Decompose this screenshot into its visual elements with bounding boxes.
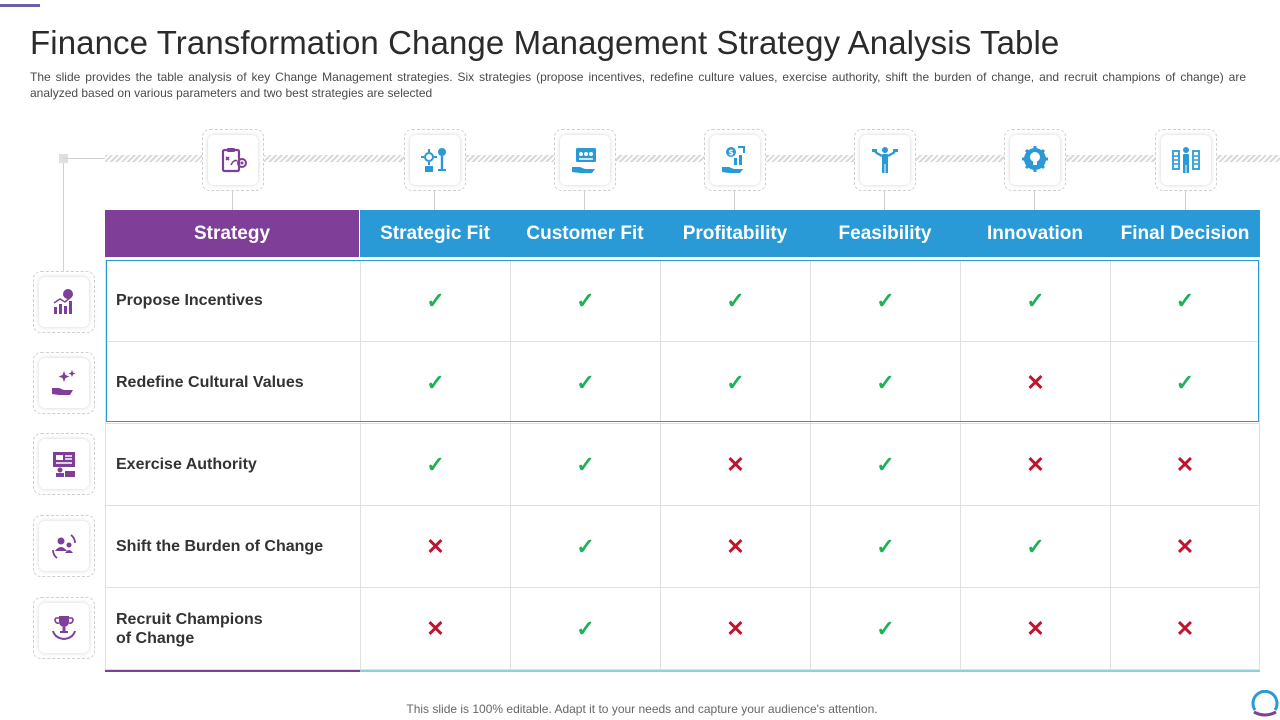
customer-fit-icon-box bbox=[554, 129, 616, 191]
icon-connector bbox=[232, 191, 233, 211]
cross-mark: ✕ bbox=[1110, 588, 1260, 669]
table-row: Recruit Champions of Change ✕ ✓ ✕ ✓ ✕ ✕ bbox=[105, 588, 1260, 670]
feasibility-icon bbox=[872, 147, 898, 173]
authority-presentation-icon-box bbox=[33, 433, 95, 495]
strategic-fit-icon bbox=[421, 148, 446, 172]
column-header: Innovation bbox=[960, 210, 1110, 257]
check-mark: ✓ bbox=[360, 342, 510, 423]
header-connector bbox=[105, 155, 1280, 162]
page-subtitle: The slide provides the table analysis of… bbox=[30, 70, 1246, 100]
connector-line-vertical bbox=[63, 163, 64, 271]
table-row: Redefine Cultural Values ✓ ✓ ✓ ✓ ✕ ✓ bbox=[105, 342, 1260, 424]
page-title: Finance Transformation Change Management… bbox=[30, 24, 1060, 61]
check-mark: ✓ bbox=[510, 506, 660, 587]
hand-sparkle-icon bbox=[52, 370, 76, 395]
innovation-icon bbox=[1022, 146, 1048, 172]
strategy-board-icon-box bbox=[202, 129, 264, 191]
column-header: Customer Fit bbox=[510, 210, 660, 257]
check-mark: ✓ bbox=[1110, 342, 1260, 423]
trophy-hand-icon bbox=[52, 616, 76, 640]
icon-connector bbox=[1034, 191, 1035, 211]
strategy-name: Recruit Champions of Change bbox=[105, 588, 360, 669]
connector-line-left bbox=[63, 158, 105, 159]
check-mark: ✓ bbox=[510, 588, 660, 669]
profitability-icon-box: $ bbox=[704, 129, 766, 191]
trophy-hand-icon-box bbox=[33, 597, 95, 659]
column-header: Profitability bbox=[660, 210, 810, 257]
authority-presentation-icon bbox=[53, 452, 75, 477]
final-decision-icon bbox=[1172, 147, 1200, 173]
icon-connector bbox=[884, 191, 885, 211]
cross-mark: ✕ bbox=[960, 342, 1110, 423]
profitability-icon: $ bbox=[722, 146, 745, 173]
innovation-icon-box bbox=[1004, 129, 1066, 191]
strategy-table: Strategy Strategic Fit Customer Fit Prof… bbox=[105, 210, 1260, 672]
check-mark: ✓ bbox=[810, 260, 960, 341]
check-mark: ✓ bbox=[960, 260, 1110, 341]
icon-connector bbox=[734, 191, 735, 211]
growth-chart-icon-box bbox=[33, 271, 95, 333]
cross-mark: ✕ bbox=[1110, 424, 1260, 505]
check-mark: ✓ bbox=[810, 506, 960, 587]
strategic-fit-icon-box bbox=[404, 129, 466, 191]
check-mark: ✓ bbox=[960, 506, 1110, 587]
column-header: Feasibility bbox=[810, 210, 960, 257]
cross-mark: ✕ bbox=[360, 588, 510, 669]
strategy-name: Shift the Burden of Change bbox=[105, 506, 360, 587]
table-bottom-rule bbox=[105, 670, 1260, 672]
accent-bar bbox=[0, 4, 40, 7]
customer-fit-icon bbox=[572, 148, 596, 173]
footer-note: This slide is 100% editable. Adapt it to… bbox=[406, 702, 878, 716]
icon-connector bbox=[1185, 191, 1186, 211]
cross-mark: ✕ bbox=[660, 506, 810, 587]
check-mark: ✓ bbox=[810, 424, 960, 505]
strategy-name: Exercise Authority bbox=[105, 424, 360, 505]
check-mark: ✓ bbox=[660, 342, 810, 423]
check-mark: ✓ bbox=[1110, 260, 1260, 341]
icon-connector bbox=[584, 191, 585, 211]
people-cycle-icon-box bbox=[33, 515, 95, 577]
column-header: Strategic Fit bbox=[360, 210, 510, 257]
check-mark: ✓ bbox=[810, 342, 960, 423]
svg-text:$: $ bbox=[728, 148, 734, 157]
check-mark: ✓ bbox=[660, 260, 810, 341]
cross-mark: ✕ bbox=[1110, 506, 1260, 587]
brand-logo-icon bbox=[1251, 690, 1279, 717]
table-header: Strategy Strategic Fit Customer Fit Prof… bbox=[105, 210, 1260, 257]
final-decision-icon-box bbox=[1155, 129, 1217, 191]
check-mark: ✓ bbox=[510, 260, 660, 341]
cross-mark: ✕ bbox=[360, 506, 510, 587]
cross-mark: ✕ bbox=[960, 424, 1110, 505]
table-row: Shift the Burden of Change ✕ ✓ ✕ ✓ ✓ ✕ bbox=[105, 506, 1260, 588]
table-body: Propose Incentives ✓ ✓ ✓ ✓ ✓ ✓ Redefine Cultura… bbox=[105, 260, 1260, 672]
growth-chart-icon bbox=[53, 289, 73, 314]
hand-sparkle-icon-box bbox=[33, 352, 95, 414]
check-mark: ✓ bbox=[360, 424, 510, 505]
column-header: Strategy bbox=[105, 210, 360, 257]
check-mark: ✓ bbox=[810, 588, 960, 669]
table-row: Propose Incentives ✓ ✓ ✓ ✓ ✓ ✓ bbox=[105, 260, 1260, 342]
check-mark: ✓ bbox=[510, 424, 660, 505]
strategy-name: Propose Incentives bbox=[105, 260, 360, 341]
column-header: Final Decision bbox=[1110, 210, 1260, 257]
cross-mark: ✕ bbox=[660, 588, 810, 669]
cross-mark: ✕ bbox=[660, 424, 810, 505]
check-mark: ✓ bbox=[360, 260, 510, 341]
strategy-board-icon bbox=[221, 148, 247, 173]
icon-connector bbox=[434, 191, 435, 211]
people-cycle-icon bbox=[52, 534, 76, 559]
table-row: Exercise Authority ✓ ✓ ✕ ✓ ✕ ✕ bbox=[105, 424, 1260, 506]
check-mark: ✓ bbox=[510, 342, 660, 423]
feasibility-icon-box bbox=[854, 129, 916, 191]
cross-mark: ✕ bbox=[960, 588, 1110, 669]
strategy-name: Redefine Cultural Values bbox=[105, 342, 360, 423]
